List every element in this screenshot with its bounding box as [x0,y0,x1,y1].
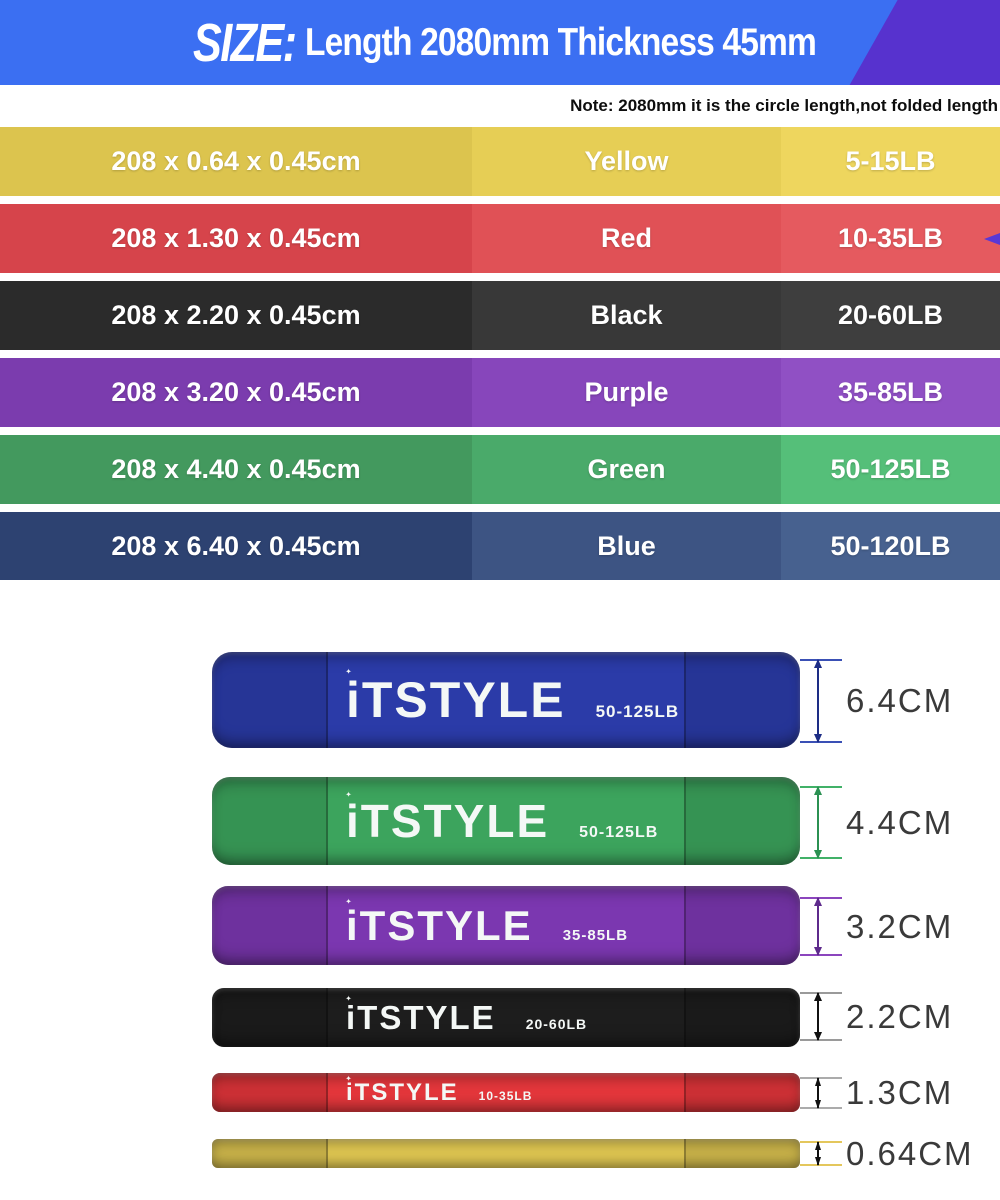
table-row-green: 208 x 4.40 x 0.45cm Green 50-125LB [0,435,1000,504]
brand-text: iTSTYLE [346,901,533,949]
band-right-fold [684,1073,800,1112]
sparkle-icon: ✦ [345,897,352,907]
cell-dimensions: 208 x 1.30 x 0.45cm [0,204,472,273]
band-logo: ✦ iTSTYLE 10-35LB [345,1075,533,1107]
band-left-fold [212,1139,328,1168]
width-measurement-green: 4.4CM [800,786,951,859]
width-measurement-black: 2.2CM [800,992,951,1041]
band-logo: ✦ iTSTYLE 50-125LB [345,789,659,848]
size-banner: SIZE: Length 2080mm Thickness 45mm [0,0,1000,85]
cell-weight-range: 20-60LB [781,281,1000,350]
sparkle-icon: ✦ [345,1074,352,1084]
bands-illustration: ✦ iTSTYLE 50-125LB 6.4CM ✦ iTSTYLE 50 [0,580,1000,1200]
table-row-yellow: 208 x 0.64 x 0.45cm Yellow 5-15LB [0,127,1000,196]
table-row-black: 208 x 2.20 x 0.45cm Black 20-60LB [0,281,1000,350]
measure-arrow-icon [814,659,822,743]
width-measurement-red: 1.3CM [800,1074,951,1111]
band-right-fold [684,652,800,748]
width-measurement-yellow: 0.64CM [800,1135,972,1172]
band-right-fold [684,1139,800,1168]
band-left-fold [212,1073,328,1112]
cell-color-name: Red [472,204,781,273]
measure-arrow-icon [814,897,822,956]
band-left-fold [212,777,328,865]
band-right-fold [684,988,800,1047]
band-weight-label: 50-125LB [595,702,680,721]
band-logo: ✦ iTSTYLE 20-60LB [345,995,588,1037]
cell-dimensions: 208 x 3.20 x 0.45cm [0,358,472,427]
band-left-fold [212,988,328,1047]
band-yellow [212,1139,800,1168]
brand-text: iTSTYLE [346,672,566,728]
sparkle-icon: ✦ [345,789,352,799]
cell-weight-range: 35-85LB [781,358,1000,427]
extension-line [800,1077,842,1079]
table-row-red: 208 x 1.30 x 0.45cm Red 10-35LB [0,204,1000,273]
band-left-fold [212,886,328,965]
band-left-fold [212,652,328,748]
band-green: ✦ iTSTYLE 50-125LB [212,777,800,865]
note-text: Note: 2080mm it is the circle length,not… [570,96,998,115]
cell-color-name: Blue [472,512,781,581]
width-measurement-purple: 3.2CM [800,897,951,956]
width-label: 2.2CM [846,997,954,1035]
band-purple: ✦ iTSTYLE 35-85LB [212,886,800,965]
cell-weight-range: 50-125LB [781,435,1000,504]
cell-dimensions: 208 x 2.20 x 0.45cm [0,281,472,350]
measure-arrow-icon [814,786,822,859]
width-measurement-blue: 6.4CM [800,659,951,743]
band-blue: ✦ iTSTYLE 50-125LB [212,652,800,748]
cell-color-name: Black [472,281,781,350]
extension-line [800,1107,842,1109]
size-dimensions-text: Length 2080mm Thickness 45mm [305,20,817,64]
brand-text: iTSTYLE [346,795,550,847]
cell-dimensions: 208 x 6.40 x 0.45cm [0,512,472,581]
cell-weight-range: 5-15LB [781,127,1000,196]
band-red: ✦ iTSTYLE 10-35LB [212,1073,800,1112]
band-right-fold [684,886,800,965]
brand-text: iTSTYLE [346,998,496,1036]
cell-dimensions: 208 x 0.64 x 0.45cm [0,127,472,196]
band-weight-label: 20-60LB [525,1015,588,1032]
table-row-blue: 208 x 6.40 x 0.45cm Blue 50-120LB [0,512,1000,581]
measure-arrow-icon [815,1077,821,1109]
measure-arrow-icon [814,992,822,1041]
note-row: Note: 2080mm it is the circle length,not… [0,85,1000,127]
cell-color-name: Purple [472,358,781,427]
cell-dimensions: 208 x 4.40 x 0.45cm [0,435,472,504]
band-black: ✦ iTSTYLE 20-60LB [212,988,800,1047]
width-label: 3.2CM [846,907,954,945]
width-label: 6.4CM [846,682,954,719]
measure-arrow-icon [815,1141,821,1166]
extension-line [800,1141,842,1143]
width-label: 1.3CM [846,1074,954,1111]
size-label: SIZE: [193,12,297,73]
banner-title: SIZE: Length 2080mm Thickness 45mm [193,0,899,85]
extension-line [800,1164,842,1166]
table-row-purple: 208 x 3.20 x 0.45cm Purple 35-85LB [0,358,1000,427]
band-logo: ✦ iTSTYLE 35-85LB [345,898,629,950]
band-weight-label: 35-85LB [562,926,629,944]
width-label: 0.64CM [846,1134,974,1172]
band-weight-label: 10-35LB [478,1088,533,1103]
spec-table: 208 x 0.64 x 0.45cm Yellow 5-15LB 208 x … [0,127,1000,589]
sparkle-icon: ✦ [345,666,352,676]
band-right-fold [684,777,800,865]
sparkle-icon: ✦ [345,994,352,1004]
band-weight-label: 50-125LB [579,824,659,841]
band-logo: ✦ iTSTYLE 50-125LB [345,666,680,729]
cursor-arrow-icon [984,232,1000,245]
cell-weight-range: 10-35LB [781,204,1000,273]
width-label: 4.4CM [846,803,954,841]
cell-color-name: Yellow [472,127,781,196]
brand-text: iTSTYLE [346,1078,459,1106]
cell-color-name: Green [472,435,781,504]
cell-weight-range: 50-120LB [781,512,1000,581]
